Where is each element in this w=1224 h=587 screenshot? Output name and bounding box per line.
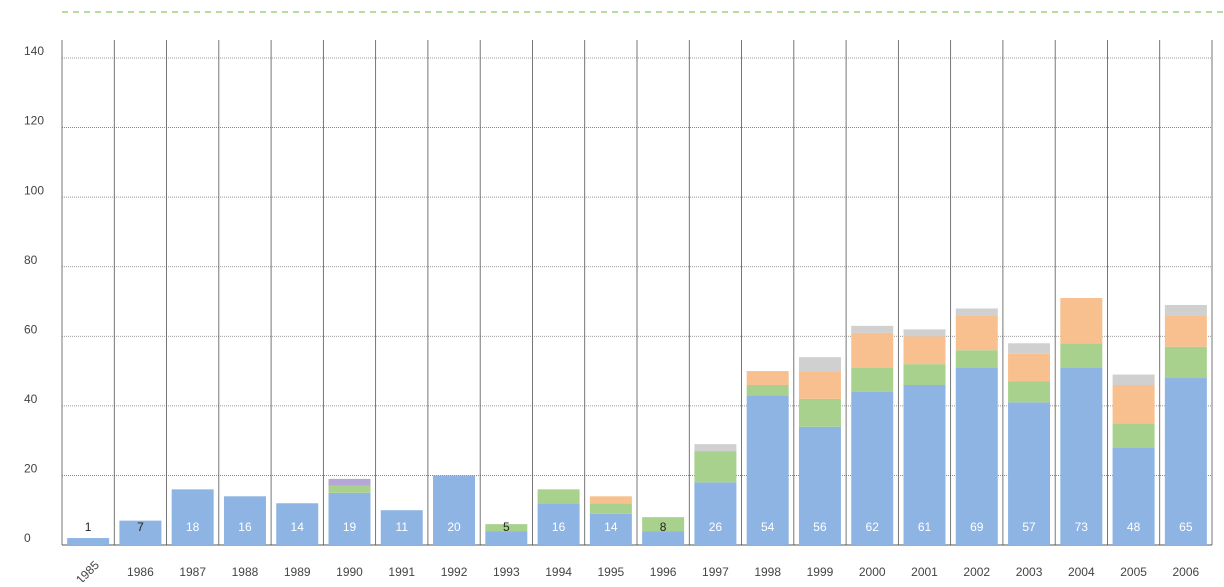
y-tick-label: 120 [24,114,44,128]
bar-segment [956,315,998,350]
x-tick-label: 1996 [650,565,677,579]
x-tick-label: 1985 [73,558,102,582]
x-tick-label: 1995 [598,565,625,579]
bar-segment [329,486,371,493]
bar-segment [1165,305,1207,315]
chart: 0204060801001201401198571986181987161988… [0,0,1224,582]
bar-segment [747,385,789,395]
x-tick-label: 2003 [1016,565,1043,579]
x-tick-label: 2006 [1173,565,1200,579]
x-tick-label: 1991 [388,565,415,579]
bar-segment [747,371,789,385]
x-tick-label: 1999 [807,565,834,579]
bar-segment [956,308,998,315]
bar-segment [590,496,632,503]
bar-segment [851,368,893,392]
bar-segment [904,336,946,364]
bar-segment [1113,423,1155,447]
bar-segment [1165,315,1207,346]
x-tick-label: 2005 [1120,565,1147,579]
data-label: 61 [918,520,932,534]
x-tick-label: 2004 [1068,565,1095,579]
bar-segment [1113,385,1155,423]
x-tick-label: 1997 [702,565,729,579]
bar-segment [67,538,109,545]
bar-segment [1165,347,1207,378]
bar-segment [694,451,736,482]
bar-segment [1060,298,1102,343]
bar-segment [1060,343,1102,367]
data-label: 26 [709,520,723,534]
data-label: 19 [343,520,357,534]
bar-segment [329,479,371,486]
bar-segment [851,326,893,333]
data-label: 57 [1022,520,1036,534]
data-label: 14 [291,520,305,534]
data-label: 16 [238,520,252,534]
data-label: 54 [761,520,775,534]
bar-segment [1008,343,1050,353]
y-tick-label: 140 [24,44,44,58]
x-tick-label: 2001 [911,565,938,579]
x-tick-label: 1992 [441,565,468,579]
data-label: 7 [137,520,144,534]
bar-segment [433,475,475,545]
x-tick-label: 1994 [545,565,572,579]
data-label: 1 [85,520,92,534]
data-label: 16 [552,520,566,534]
data-label: 65 [1179,520,1193,534]
bar-segment [1008,354,1050,382]
bar-segment [956,350,998,367]
x-tick-label: 2000 [859,565,886,579]
y-tick-label: 80 [24,253,38,267]
data-label: 5 [503,520,510,534]
data-label: 48 [1127,520,1141,534]
x-tick-label: 1987 [179,565,206,579]
y-tick-label: 60 [24,322,38,336]
bar-segment [799,371,841,399]
data-label: 62 [866,520,880,534]
bar-segment [851,333,893,368]
y-tick-label: 20 [24,462,38,476]
x-tick-label: 1988 [232,565,259,579]
data-label: 73 [1075,520,1089,534]
y-tick-label: 0 [24,531,31,545]
data-label: 14 [604,520,618,534]
x-tick-label: 1989 [284,565,311,579]
x-tick-label: 1993 [493,565,520,579]
data-label: 69 [970,520,984,534]
bar-segment [329,493,371,545]
bar-segment [172,489,214,545]
data-label: 18 [186,520,200,534]
bar-segment [1113,375,1155,385]
y-tick-label: 100 [24,183,44,197]
bar-segment [904,364,946,385]
bar-segment [1060,368,1102,545]
data-label: 56 [813,520,827,534]
bar-segment [799,399,841,427]
x-tick-label: 2002 [963,565,990,579]
bar-segment [799,357,841,371]
data-label: 8 [660,520,667,534]
x-tick-label: 1986 [127,565,154,579]
bar-segment [538,489,580,503]
data-label: 20 [447,520,461,534]
bar-segment [956,368,998,545]
data-label: 11 [396,520,409,534]
bar-segment [694,444,736,451]
bar-segment [904,329,946,336]
bar-segment [694,482,736,545]
bar-segment [1008,382,1050,403]
y-tick-label: 40 [24,392,38,406]
x-tick-label: 1998 [754,565,781,579]
x-tick-label: 1990 [336,565,363,579]
bar-segment [590,503,632,513]
